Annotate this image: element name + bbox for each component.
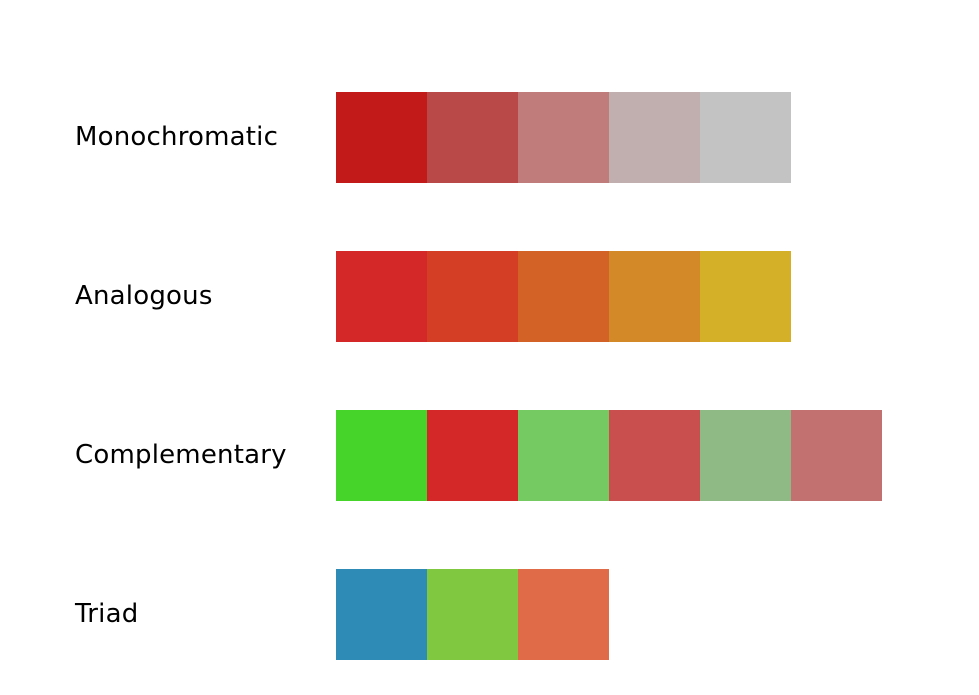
palette-row-complementary: Complementary bbox=[0, 410, 979, 501]
swatch-strip bbox=[336, 410, 882, 501]
color-swatch bbox=[700, 92, 791, 183]
color-swatch bbox=[518, 410, 609, 501]
palette-row-monochromatic: Monochromatic bbox=[0, 92, 979, 183]
color-swatch bbox=[700, 251, 791, 342]
palette-row-triad: Triad bbox=[0, 569, 979, 660]
swatch-strip bbox=[336, 569, 609, 660]
color-swatch bbox=[336, 569, 427, 660]
color-swatch bbox=[427, 92, 518, 183]
color-swatch bbox=[336, 410, 427, 501]
color-swatch bbox=[609, 92, 700, 183]
color-swatch bbox=[518, 569, 609, 660]
color-swatch bbox=[336, 251, 427, 342]
palette-label: Analogous bbox=[75, 281, 213, 311]
color-swatch bbox=[609, 251, 700, 342]
swatch-strip bbox=[336, 251, 791, 342]
palette-row-analogous: Analogous bbox=[0, 251, 979, 342]
color-swatch bbox=[427, 569, 518, 660]
color-swatch bbox=[791, 410, 882, 501]
palette-label: Monochromatic bbox=[75, 122, 279, 152]
palette-label: Triad bbox=[75, 599, 139, 629]
color-swatch bbox=[609, 410, 700, 501]
color-swatch bbox=[427, 410, 518, 501]
swatch-strip bbox=[336, 92, 791, 183]
color-swatch bbox=[518, 92, 609, 183]
color-swatch bbox=[336, 92, 427, 183]
palette-label: Complementary bbox=[75, 440, 287, 470]
color-swatch bbox=[700, 410, 791, 501]
color-swatch bbox=[518, 251, 609, 342]
color-swatch bbox=[427, 251, 518, 342]
